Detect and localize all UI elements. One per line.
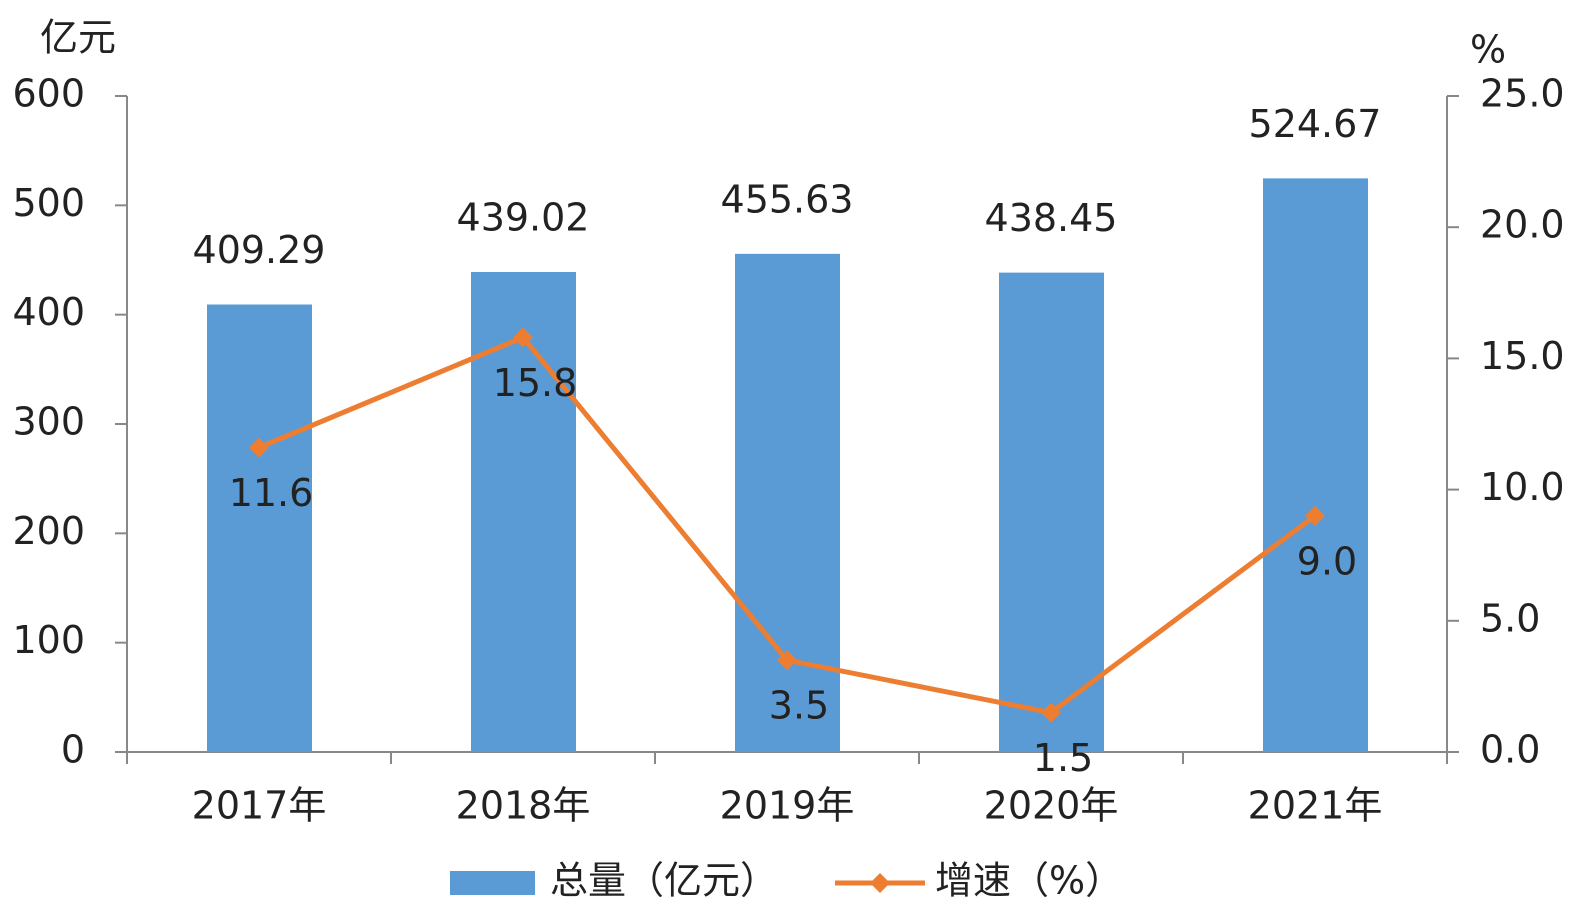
legend-swatch <box>450 871 535 895</box>
line-value-label: 15.8 <box>493 361 578 405</box>
y-tick-label: 300 <box>12 400 85 444</box>
legend-label: 增速（%） <box>935 859 1123 903</box>
marker <box>249 437 269 458</box>
bar-value-label: 438.45 <box>985 196 1118 240</box>
y-tick-label: 100 <box>12 618 85 662</box>
line-value-label: 1.5 <box>1033 736 1093 780</box>
bar-value-label: 524.67 <box>1249 102 1382 146</box>
line-value-label: 9.0 <box>1297 539 1357 583</box>
y-tick-label: 500 <box>12 181 85 225</box>
y2-tick-label: 0.0 <box>1480 728 1540 772</box>
y2-tick-label: 5.0 <box>1480 596 1540 640</box>
bar-value-label: 409.29 <box>193 228 326 272</box>
bar-value-label: 439.02 <box>457 196 590 240</box>
marker <box>1041 702 1061 723</box>
y2-tick-label: 25.0 <box>1480 72 1565 116</box>
bar-value-label: 455.63 <box>721 177 854 221</box>
bar <box>207 304 312 752</box>
marker <box>1305 505 1325 526</box>
x-tick-label: 2021年 <box>1248 784 1383 828</box>
legend-marker <box>870 873 890 893</box>
bar <box>735 253 840 752</box>
y-tick-label: 200 <box>12 509 85 553</box>
y-tick-label: 600 <box>12 72 85 116</box>
legend-label: 总量（亿元） <box>550 859 778 903</box>
marker <box>777 650 797 671</box>
x-tick-label: 2018年 <box>456 784 591 828</box>
line-value-label: 3.5 <box>769 684 829 728</box>
x-tick-label: 2020年 <box>984 784 1119 828</box>
y2-tick-label: 10.0 <box>1480 465 1565 509</box>
x-tick-label: 2019年 <box>720 784 855 828</box>
bar <box>1263 178 1368 753</box>
marker <box>513 327 533 348</box>
bar <box>999 272 1104 752</box>
y2-axis-title: % <box>1470 28 1506 72</box>
x-tick-label: 2017年 <box>192 784 327 828</box>
y2-tick-label: 15.0 <box>1480 334 1565 378</box>
line-value-label: 11.6 <box>229 471 314 515</box>
y-tick-label: 400 <box>12 290 85 334</box>
y2-tick-label: 20.0 <box>1480 203 1565 247</box>
y-axis-title: 亿元 <box>40 16 116 60</box>
y-tick-label: 0 <box>61 728 85 772</box>
